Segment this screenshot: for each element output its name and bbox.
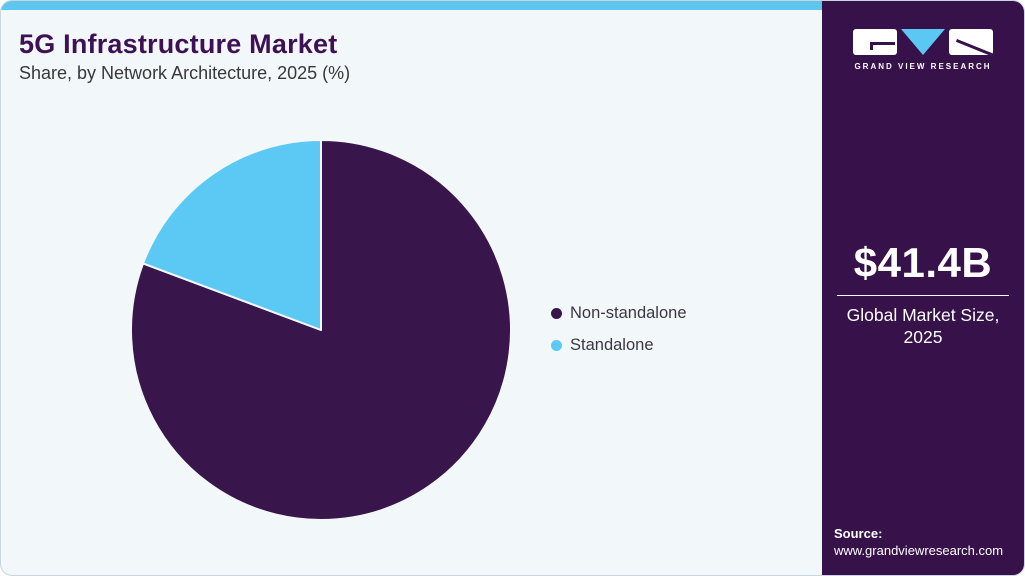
source-url: www.grandviewresearch.com [834,543,1004,559]
gvr-logo: GRAND VIEW RESEARCH [822,29,1024,71]
sidebar: GRAND VIEW RESEARCH $41.4B Global Market… [822,1,1024,575]
legend-item-non-standalone: Non-standalone [551,304,687,323]
legend-item-standalone: Standalone [551,336,687,355]
pie-chart-svg [130,139,512,521]
gvr-logo-mark [853,29,993,55]
top-accent-bar [1,1,824,10]
chart-legend: Non-standalone Standalone [551,304,687,355]
logo-g-block-icon [853,29,897,55]
legend-label: Standalone [570,336,654,354]
market-size-callout: $41.4B Global Market Size, 2025 [837,239,1009,349]
market-size-label-line1: Global Market Size, [846,305,1000,325]
market-size-label: Global Market Size, 2025 [837,305,1009,349]
logo-wordmark: GRAND VIEW RESEARCH [854,62,992,71]
logo-v-triangle-icon [901,29,945,55]
logo-r-block-icon [949,29,993,55]
market-size-label-line2: 2025 [903,326,943,347]
market-size-divider [837,295,1009,296]
legend-dot-icon [551,308,562,319]
pie-chart [129,138,513,522]
page-subtitle: Share, by Network Architecture, 2025 (%) [19,63,351,83]
market-size-value: $41.4B [853,239,993,286]
legend-dot-icon [551,340,562,351]
source-block: Source: www.grandviewresearch.com [834,526,1003,560]
legend-label: Non-standalone [570,304,687,322]
pie-slice-standalone [142,139,322,331]
source-label: Source: [834,526,883,542]
page-title: 5G Infrastructure Market [19,29,338,59]
